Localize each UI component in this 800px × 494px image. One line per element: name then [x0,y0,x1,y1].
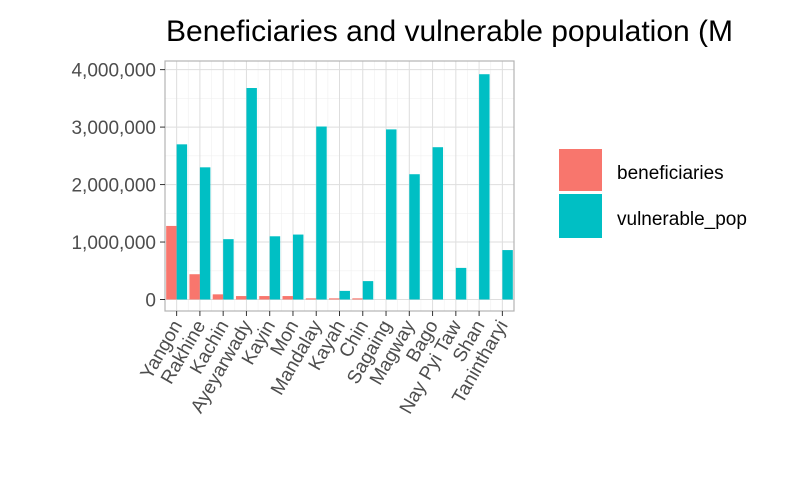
bars [166,74,513,300]
bar-beneficiaries [166,225,177,300]
bar-vulnerable-pop [199,167,211,300]
bar-beneficiaries [212,294,224,300]
bar-vulnerable-pop [386,129,397,300]
y-tick-label: 3,000,000 [71,118,156,139]
bar-vulnerable-pop [339,290,350,300]
y-tick-label: 1,000,000 [71,233,156,254]
bar-vulnerable-pop [176,144,188,300]
bar-vulnerable-pop [362,281,374,300]
y-tick-label: 0 [145,291,156,312]
bar-beneficiaries [352,298,363,300]
bar-vulnerable-pop [432,147,444,300]
chart-title: Beneficiaries and vulnerable population … [166,15,733,48]
legend-key-beneficiaries [559,149,602,191]
x-axis: YangonRakhineKachinAyeyarwadyKayinMonMan… [137,311,513,418]
bar-vulnerable-pop [269,236,281,300]
bar-vulnerable-pop [502,250,513,300]
bar-beneficiaries [259,296,270,300]
bar-vulnerable-pop [479,74,490,300]
legend-label-vulnerable-pop: vulnerable_pop [617,209,747,230]
bar-vulnerable-pop [223,239,234,300]
legend: beneficiaries vulnerable_pop [559,149,747,238]
bar-vulnerable-pop [292,234,304,300]
bar-vulnerable-pop [455,267,467,300]
bar-vulnerable-pop [316,126,327,300]
legend-key-vulnerable-pop [559,194,602,238]
bar-beneficiaries [305,298,317,300]
bar-beneficiaries [235,296,247,300]
y-tick-label: 2,000,000 [71,176,156,197]
y-tick-label: 4,000,000 [71,61,156,82]
bar-beneficiaries [329,298,340,300]
legend-label-beneficiaries: beneficiaries [617,163,724,184]
bar-beneficiaries [282,296,293,300]
y-axis: 0 1,000,000 2,000,000 3,000,000 4,000,000 [71,61,165,312]
bar-vulnerable-pop [246,88,257,300]
bar-vulnerable-pop [409,174,420,300]
bar-beneficiaries [189,274,200,300]
